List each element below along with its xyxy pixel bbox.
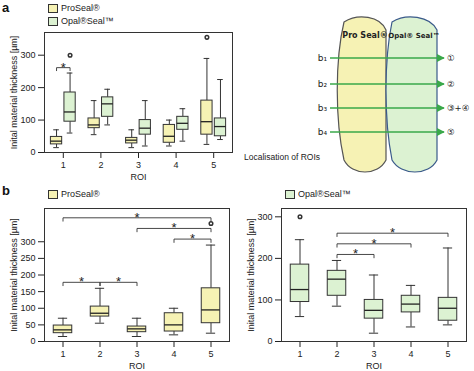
svg-text:Pro Seal®: Pro Seal® bbox=[342, 31, 387, 40]
svg-text:b₄: b₄ bbox=[318, 127, 328, 137]
svg-text:100: 100 bbox=[20, 115, 35, 125]
svg-text:*: * bbox=[61, 60, 66, 75]
html-text:ProSeal®: ProSeal® bbox=[61, 3, 100, 13]
svg-text:ROI: ROI bbox=[129, 361, 145, 371]
svg-text:5: 5 bbox=[211, 160, 216, 170]
svg-text:3: 3 bbox=[136, 160, 141, 170]
svg-text:2: 2 bbox=[97, 349, 102, 359]
svg-text:ROI: ROI bbox=[130, 172, 146, 182]
svg-text:Inital material thickness [µm]: Inital material thickness [µm] bbox=[9, 218, 19, 332]
svg-text:4: 4 bbox=[408, 349, 413, 359]
svg-text:100: 100 bbox=[257, 295, 272, 305]
svg-text:2: 2 bbox=[98, 160, 103, 170]
svg-text:300: 300 bbox=[20, 237, 35, 247]
svg-text:50: 50 bbox=[25, 320, 35, 330]
svg-text:*: * bbox=[116, 274, 121, 289]
svg-text:1: 1 bbox=[60, 349, 65, 359]
svg-text:3: 3 bbox=[371, 349, 376, 359]
svg-text:2: 2 bbox=[334, 349, 339, 359]
svg-text:*: * bbox=[371, 236, 376, 251]
svg-text:Opal® Seal™: Opal® Seal™ bbox=[388, 32, 439, 40]
svg-text:5: 5 bbox=[208, 349, 213, 359]
svg-text:4: 4 bbox=[171, 349, 176, 359]
svg-text:b₁: b₁ bbox=[318, 53, 328, 63]
svg-text:⑤: ⑤ bbox=[447, 127, 455, 137]
svg-text:4: 4 bbox=[174, 160, 179, 170]
svg-text:0: 0 bbox=[30, 336, 35, 346]
svg-text:200: 200 bbox=[257, 253, 272, 263]
svg-text:Inital material thickness [µm]: Inital material thickness [µm] bbox=[246, 218, 256, 332]
svg-text:250: 250 bbox=[20, 253, 35, 263]
svg-text:1: 1 bbox=[297, 349, 302, 359]
html-text:Opal®Seal™: Opal®Seal™ bbox=[298, 189, 351, 199]
html-text:b: b bbox=[2, 183, 10, 198]
svg-text:b₂: b₂ bbox=[318, 79, 328, 89]
svg-text:*: * bbox=[134, 210, 139, 225]
svg-text:*: * bbox=[190, 231, 195, 246]
html-text:Opal®Seal™: Opal®Seal™ bbox=[61, 16, 114, 26]
svg-text:②: ② bbox=[447, 79, 455, 89]
svg-text:ROI: ROI bbox=[366, 361, 382, 371]
svg-text:0: 0 bbox=[30, 147, 35, 157]
svg-text:*: * bbox=[171, 220, 176, 235]
svg-text:0: 0 bbox=[267, 336, 272, 346]
svg-text:200: 200 bbox=[20, 270, 35, 280]
svg-text:3: 3 bbox=[134, 349, 139, 359]
svg-text:100: 100 bbox=[20, 303, 35, 313]
svg-text:*: * bbox=[79, 274, 84, 289]
svg-text:*: * bbox=[353, 246, 358, 261]
svg-text:5: 5 bbox=[445, 349, 450, 359]
svg-text:b₃: b₃ bbox=[318, 103, 328, 113]
svg-text:Inital material thickness [µm]: Inital material thickness [µm] bbox=[9, 36, 19, 150]
svg-text:①: ① bbox=[447, 53, 455, 63]
svg-text:Localisation of ROIs: Localisation of ROIs bbox=[244, 152, 320, 162]
svg-text:150: 150 bbox=[20, 287, 35, 297]
svg-text:1: 1 bbox=[61, 160, 66, 170]
svg-text:*: * bbox=[390, 225, 395, 240]
svg-text:300: 300 bbox=[257, 212, 272, 222]
svg-text:200: 200 bbox=[20, 83, 35, 93]
html-text:a: a bbox=[2, 0, 10, 15]
html-text:ProSeal®: ProSeal® bbox=[61, 189, 100, 199]
svg-text:300: 300 bbox=[20, 50, 35, 60]
svg-text:③+④: ③+④ bbox=[447, 103, 469, 113]
